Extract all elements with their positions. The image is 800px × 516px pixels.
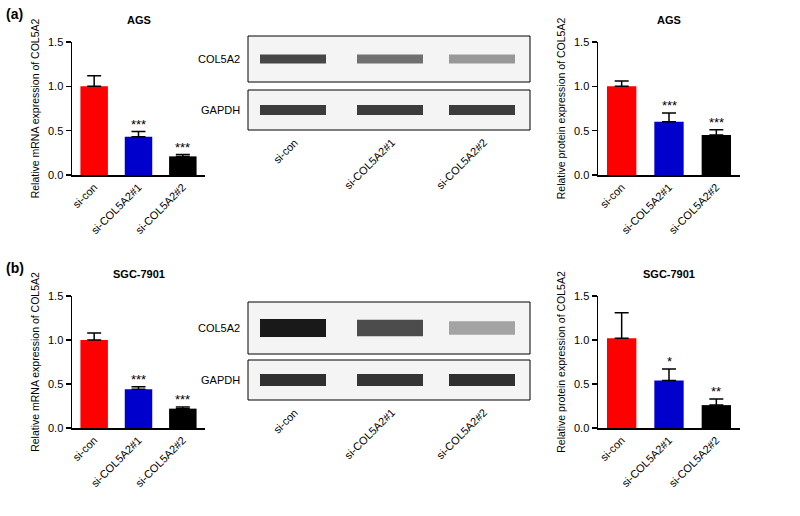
svg-text:0.5: 0.5 <box>48 125 63 137</box>
svg-text:COL5A2: COL5A2 <box>198 322 240 334</box>
svg-text:si-con: si-con <box>70 181 99 210</box>
svg-text:si-COL5A2#2: si-COL5A2#2 <box>434 406 489 461</box>
svg-text:0.0: 0.0 <box>574 169 589 181</box>
svg-text:1.5: 1.5 <box>48 290 63 302</box>
svg-text:***: *** <box>131 372 146 387</box>
svg-text:1.0: 1.0 <box>574 334 589 346</box>
svg-text:**: ** <box>711 384 721 399</box>
svg-text:Relative protein expression of: Relative protein expression of COL5A2 <box>555 271 567 453</box>
svg-text:0.5: 0.5 <box>574 125 589 137</box>
svg-text:si-con: si-con <box>598 181 627 210</box>
svg-text:GAPDH: GAPDH <box>201 374 240 386</box>
svg-text:Relative mRNA expression of CO: Relative mRNA expression of COL5A2 <box>29 18 41 198</box>
svg-text:1.5: 1.5 <box>574 36 589 48</box>
svg-text:***: *** <box>662 98 677 113</box>
svg-text:SGC-7901: SGC-7901 <box>113 268 165 280</box>
svg-text:*: * <box>667 354 672 369</box>
svg-text:si-COL5A2#2: si-COL5A2#2 <box>133 434 188 489</box>
svg-text:si-COL5A2#1: si-COL5A2#1 <box>619 181 674 236</box>
svg-text:Relative mRNA expression of CO: Relative mRNA expression of COL5A2 <box>29 272 41 452</box>
svg-text:SGC-7901: SGC-7901 <box>643 268 695 280</box>
svg-text:***: *** <box>131 117 146 132</box>
svg-text:si-COL5A2#1: si-COL5A2#1 <box>342 406 397 461</box>
svg-text:si-COL5A2#2: si-COL5A2#2 <box>434 136 489 191</box>
svg-text:1.0: 1.0 <box>48 80 63 92</box>
svg-text:si-con: si-con <box>271 136 300 165</box>
svg-text:0.0: 0.0 <box>48 422 63 434</box>
svg-text:0.0: 0.0 <box>574 422 589 434</box>
svg-text:***: *** <box>175 140 190 155</box>
svg-text:si-COL5A2#1: si-COL5A2#1 <box>342 136 397 191</box>
svg-text:si-COL5A2#1: si-COL5A2#1 <box>89 434 144 489</box>
svg-text:si-con: si-con <box>70 434 99 463</box>
svg-text:(b): (b) <box>6 260 24 276</box>
svg-text:COL5A2: COL5A2 <box>198 53 240 65</box>
svg-text:***: *** <box>709 115 724 130</box>
svg-text:***: *** <box>175 392 190 407</box>
svg-text:Relative protein expression of: Relative protein expression of COL5A2 <box>555 18 567 200</box>
svg-text:GAPDH: GAPDH <box>201 104 240 116</box>
svg-text:0.0: 0.0 <box>48 169 63 181</box>
svg-text:1.5: 1.5 <box>48 36 63 48</box>
svg-text:1.0: 1.0 <box>48 334 63 346</box>
svg-text:1.5: 1.5 <box>574 290 589 302</box>
svg-text:AGS: AGS <box>127 14 151 26</box>
svg-text:0.5: 0.5 <box>48 378 63 390</box>
svg-text:AGS: AGS <box>657 14 681 26</box>
svg-text:1.0: 1.0 <box>574 80 589 92</box>
svg-text:si-COL5A2#2: si-COL5A2#2 <box>133 181 188 236</box>
svg-text:si-con: si-con <box>271 406 300 435</box>
svg-text:si-COL5A2#2: si-COL5A2#2 <box>666 181 721 236</box>
svg-text:si-con: si-con <box>598 434 627 463</box>
svg-text:si-COL5A2#1: si-COL5A2#1 <box>89 181 144 236</box>
svg-text:(a): (a) <box>6 6 23 22</box>
svg-text:si-COL5A2#2: si-COL5A2#2 <box>666 434 721 489</box>
svg-text:si-COL5A2#1: si-COL5A2#1 <box>619 434 674 489</box>
svg-text:0.5: 0.5 <box>574 378 589 390</box>
